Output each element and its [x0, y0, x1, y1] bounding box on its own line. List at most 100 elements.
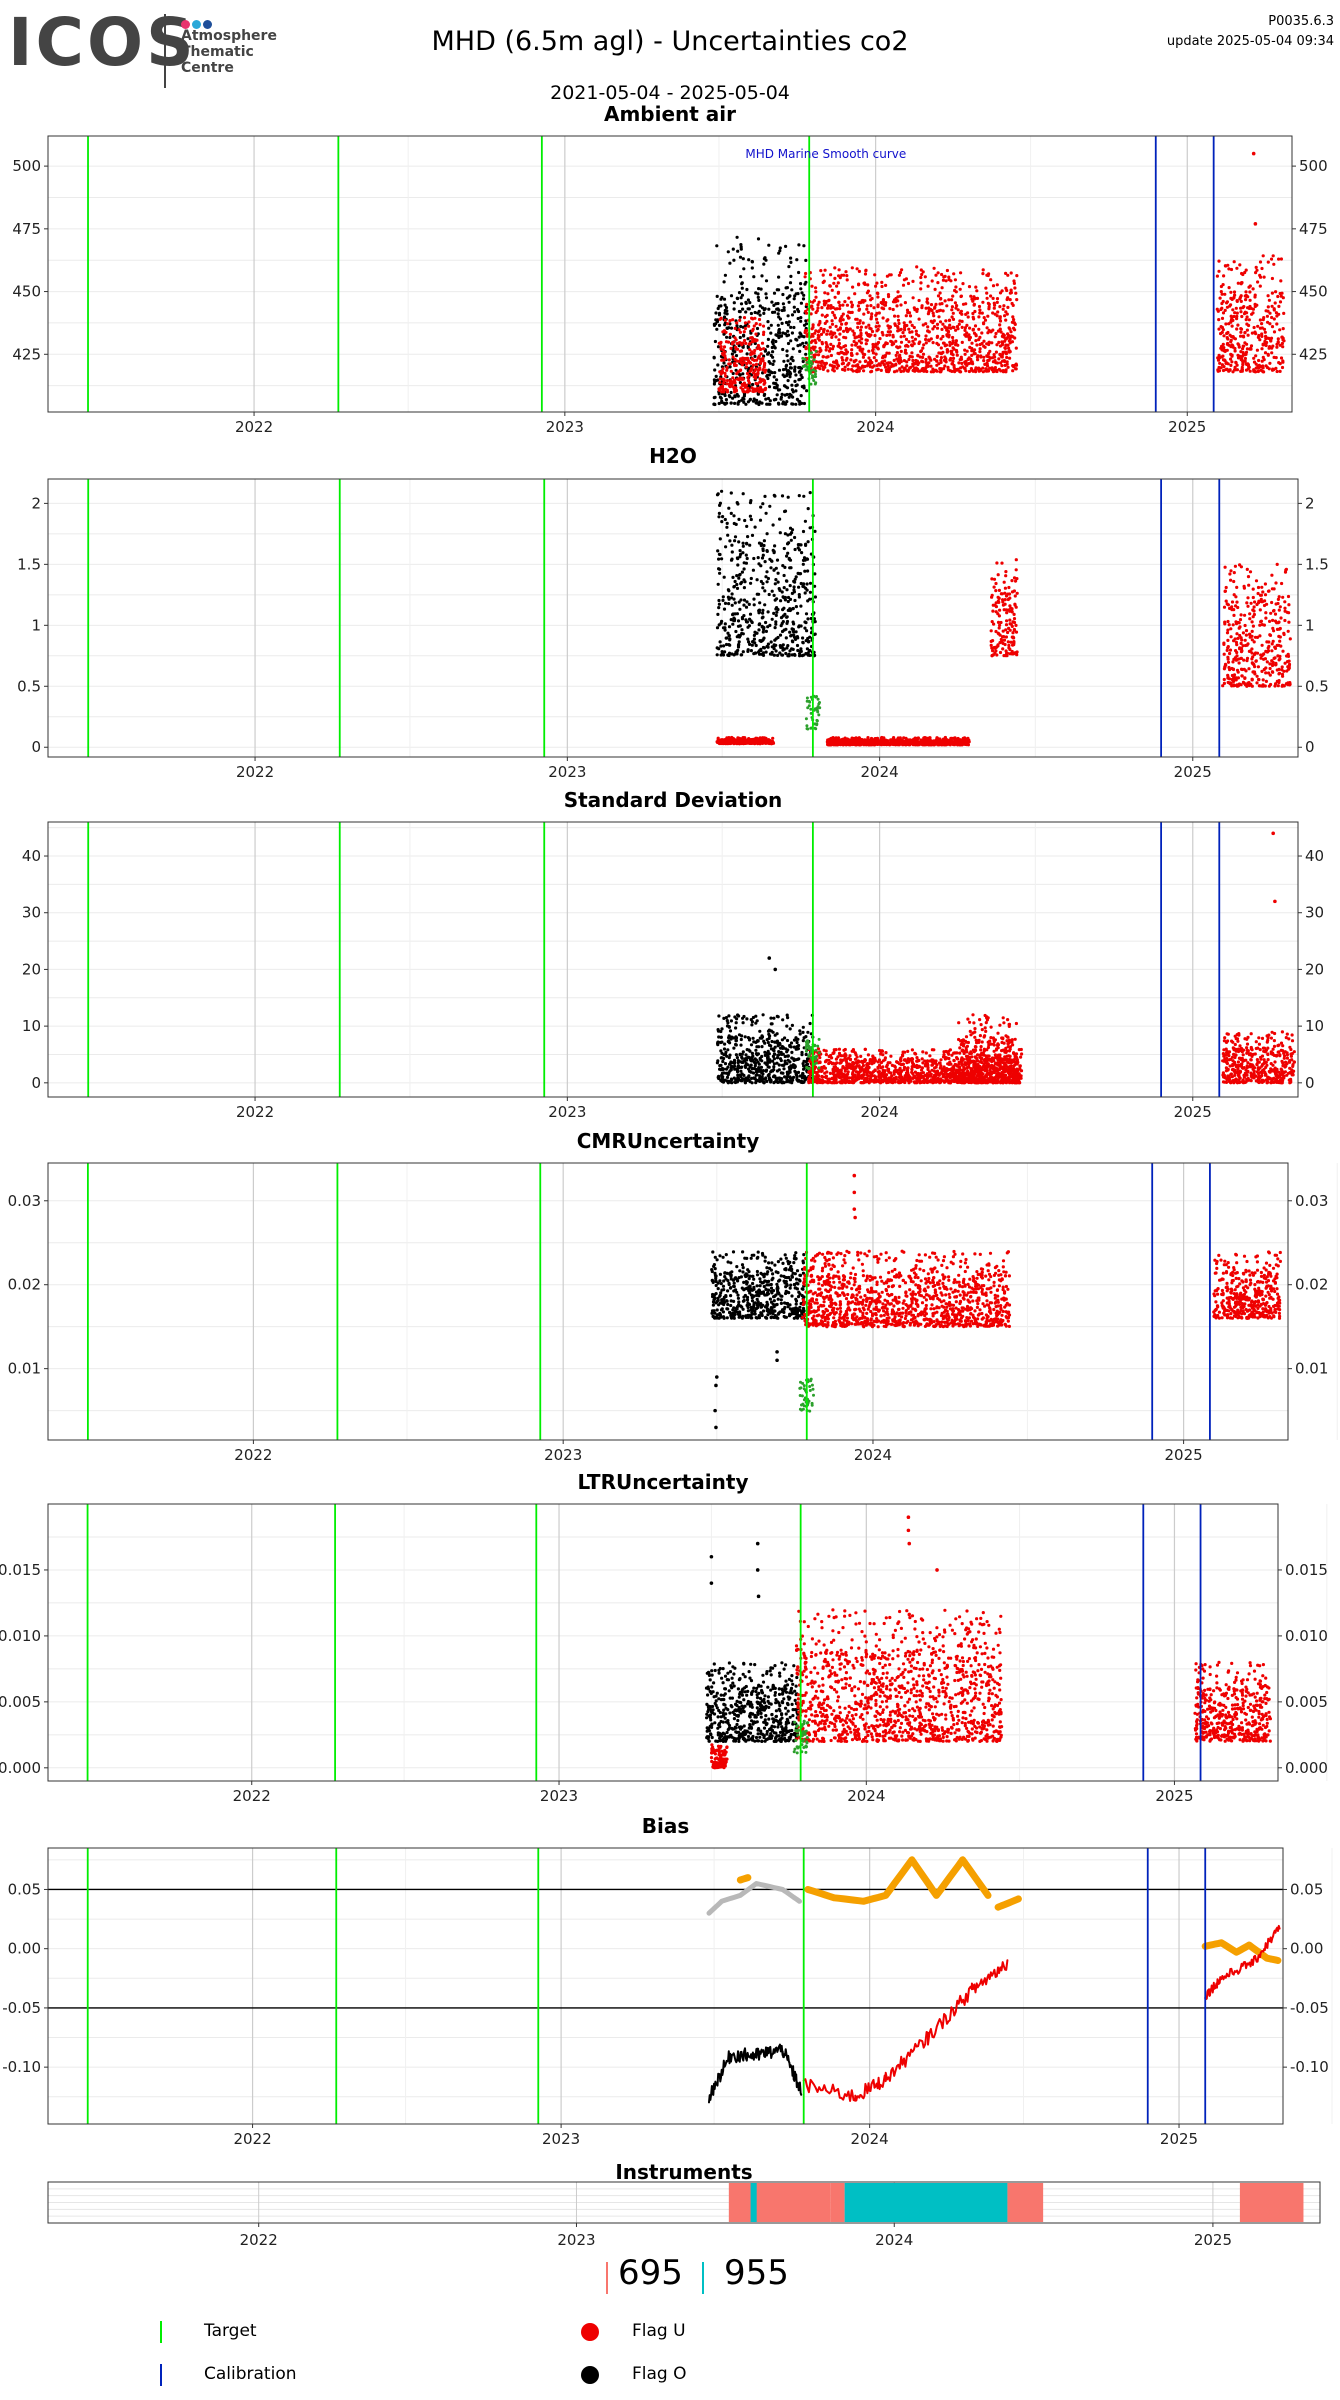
data-point	[738, 376, 742, 380]
data-point	[948, 343, 952, 347]
data-point	[1223, 589, 1227, 594]
data-point	[766, 610, 770, 614]
data-point	[738, 624, 742, 628]
data-point	[997, 357, 1001, 361]
data-point	[883, 359, 887, 363]
data-point	[1224, 585, 1228, 590]
data-point	[817, 338, 822, 342]
data-point	[935, 334, 940, 338]
data-point	[980, 341, 984, 346]
data-point	[747, 320, 751, 324]
data-point	[1242, 586, 1246, 590]
data-point	[1220, 325, 1224, 330]
data-point	[731, 247, 735, 251]
data-point	[763, 361, 767, 366]
data-point	[830, 319, 834, 323]
data-point	[935, 326, 940, 330]
data-point	[970, 368, 974, 372]
data-point	[1270, 304, 1274, 308]
data-point	[787, 653, 791, 658]
data-point	[1282, 632, 1286, 637]
data-point	[954, 290, 958, 294]
data-point	[861, 300, 865, 304]
data-point	[781, 643, 785, 647]
data-point	[844, 743, 848, 747]
data-point	[750, 366, 754, 370]
data-point	[1276, 621, 1280, 625]
data-point	[754, 367, 758, 371]
data-point	[809, 312, 813, 316]
data-point	[864, 740, 868, 745]
data-point	[985, 364, 990, 368]
data-point	[951, 317, 956, 321]
data-point	[728, 395, 732, 399]
data-point	[1003, 314, 1007, 318]
data-point	[752, 324, 756, 328]
data-point	[798, 572, 802, 576]
data-point	[904, 337, 909, 341]
data-point	[800, 375, 804, 380]
data-point	[757, 287, 761, 291]
data-point	[1228, 368, 1232, 372]
data-point	[915, 265, 919, 269]
data-point	[985, 296, 989, 300]
data-point	[1216, 309, 1220, 313]
data-point	[1245, 643, 1249, 647]
data-point	[776, 312, 780, 316]
data-point	[745, 390, 750, 394]
data-point	[739, 243, 743, 247]
data-point	[937, 315, 941, 319]
data-point	[917, 743, 921, 747]
y-tick-label: 425	[12, 345, 41, 363]
data-point	[823, 291, 827, 295]
data-point	[725, 335, 729, 339]
data-point	[776, 323, 780, 327]
data-point	[1274, 581, 1278, 585]
data-point	[1233, 293, 1237, 297]
data-point	[789, 538, 793, 542]
data-point	[1238, 647, 1242, 651]
data-point	[1239, 330, 1243, 334]
data-point	[981, 268, 985, 272]
data-point	[737, 291, 742, 295]
data-point	[850, 305, 854, 309]
data-point	[835, 360, 839, 364]
data-point	[878, 337, 882, 341]
data-point	[980, 331, 984, 335]
data-point	[743, 580, 747, 584]
data-point	[835, 366, 839, 370]
data-point	[852, 333, 856, 337]
data-point	[826, 304, 830, 308]
data-point	[751, 568, 756, 572]
data-point	[723, 622, 727, 626]
data-point	[776, 388, 781, 392]
data-point	[774, 613, 778, 618]
data-point	[762, 379, 767, 383]
data-point	[1008, 337, 1012, 341]
data-point	[965, 323, 969, 327]
data-point	[746, 298, 751, 302]
data-point	[728, 335, 732, 340]
data-point	[724, 545, 728, 549]
data-point	[789, 393, 793, 397]
data-point	[732, 597, 736, 601]
data-point	[1233, 311, 1237, 315]
data-point	[757, 317, 762, 322]
data-point	[1221, 354, 1225, 358]
data-point	[1276, 337, 1280, 341]
data-point	[731, 575, 735, 580]
data-point	[722, 345, 727, 349]
x-tick-label: 2024	[857, 418, 895, 436]
data-point	[1005, 312, 1009, 316]
data-point	[718, 317, 722, 321]
data-point	[930, 279, 934, 283]
data-point	[752, 371, 756, 375]
data-point	[727, 597, 731, 601]
data-point	[964, 369, 968, 373]
data-point	[830, 335, 834, 339]
data-point	[719, 372, 723, 376]
data-point	[757, 367, 762, 372]
data-point	[910, 343, 914, 347]
data-point	[829, 273, 833, 277]
data-point	[1227, 286, 1231, 290]
